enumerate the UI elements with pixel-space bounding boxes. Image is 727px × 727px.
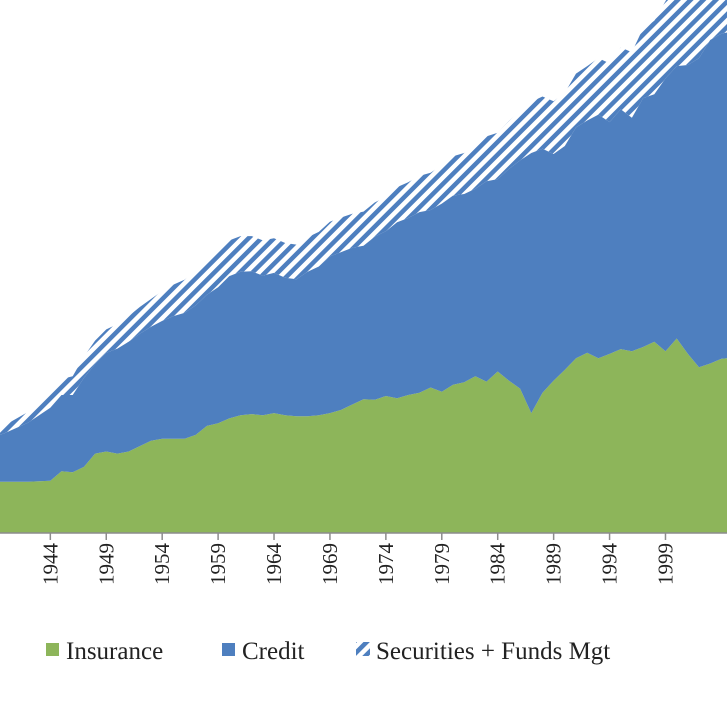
legend-label-insurance: Insurance — [66, 638, 163, 665]
x-axis-tick-labels: 1944 1949 1954 1959 1964 1969 1974 1979 1984 1989… — [38, 543, 677, 586]
x-tick-label-1954: 1954 — [150, 543, 174, 586]
legend-item-securities-funds-mgt: Securities + Funds Mgt — [356, 638, 610, 665]
x-tick-label-1989: 1989 — [542, 543, 566, 585]
area-insurance — [0, 338, 727, 533]
legend: Insurance Credit Securities + Funds Mgt — [46, 638, 610, 665]
x-tick-label-1949: 1949 — [94, 543, 118, 585]
x-tick-label-1979: 1979 — [430, 543, 454, 585]
x-tick-label-1974: 1974 — [374, 543, 398, 586]
area-securities-funds-mgt — [0, 0, 727, 435]
areas-layer — [0, 0, 727, 533]
area-credit — [0, 32, 727, 482]
legend-swatch-credit — [222, 643, 235, 656]
x-axis-ticks — [49, 533, 667, 540]
x-tick-label-1984: 1984 — [486, 543, 510, 586]
x-tick-label-1969: 1969 — [318, 543, 342, 585]
legend-label-securities-funds-mgt: Securities + Funds Mgt — [376, 638, 610, 665]
legend-label-credit: Credit — [242, 638, 305, 665]
legend-swatch-securities-funds-mgt — [356, 642, 370, 656]
x-tick-label-1994: 1994 — [598, 543, 622, 586]
legend-swatch-insurance — [46, 643, 59, 656]
x-tick-label-1959: 1959 — [206, 543, 230, 585]
x-tick-label-1964: 1964 — [262, 543, 286, 586]
legend-item-credit: Credit — [222, 638, 305, 665]
legend-item-insurance: Insurance — [46, 638, 163, 665]
x-tick-label-1999: 1999 — [654, 543, 678, 585]
x-tick-label-1944: 1944 — [38, 543, 62, 586]
